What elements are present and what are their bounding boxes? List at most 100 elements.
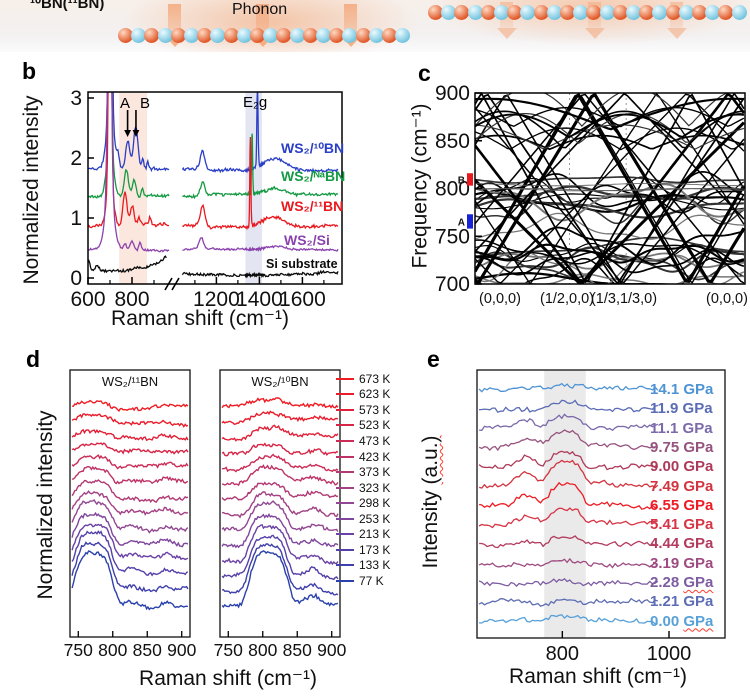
legend-label: 423 K [359,449,391,464]
legend-item: 373 K [336,464,390,480]
legend-item: 298 K [336,495,390,511]
legend-line-icon [336,471,354,474]
legend-item: 423 K [336,449,390,465]
temperature-spectrum [221,500,339,532]
boron-atom [665,5,681,20]
series-label: WS₂/Si [284,232,330,248]
pressure-unit: GPa [683,535,714,553]
phonon-arrow-icon [584,28,605,39]
mode-marker-label: A [458,217,465,228]
axis-break-icon [164,277,173,291]
x-tick: 900 [317,640,346,660]
boron-atom [276,28,292,43]
nitrogen-atom [573,5,589,20]
isotope-material-label: ¹⁰BN(¹¹BN) [30,0,105,12]
axis-break-icon [171,277,180,291]
pressure-spectrum [478,557,659,569]
legend-label: 77 K [359,573,384,588]
pressure-label: 1.21 GPa [650,593,713,610]
legend-label: 523 K [359,418,391,433]
x-tick: 800 [114,288,149,311]
phonon-bands [475,93,745,284]
subplot-title: WS₂/¹⁰BN [251,374,308,389]
legend-line-icon [336,517,354,520]
nitrogen-atom [467,5,483,20]
nitrogen-atom [441,5,457,20]
panel-d-xlabel: Raman shift (cm⁻¹) [139,667,317,690]
pressure-unit: GPa [683,574,714,591]
phonon-band [475,273,744,284]
pressure-unit: GPa [683,458,714,476]
boron-atom [250,28,265,43]
y-tick: 2 [70,147,82,170]
pressure-label: 5.41 GPa [650,516,713,533]
boron-atom [144,28,160,43]
plot-frame [69,369,191,638]
temperature-spectrum [221,513,339,549]
temperature-spectrum [221,464,339,487]
nitrogen-atom [368,28,384,43]
legend-line-icon [336,393,354,396]
pressure-spectrum [478,507,658,529]
boron-atom [639,5,655,20]
legend-line-icon [336,533,354,536]
peak-b-annotation: B [140,95,151,112]
temperature-spectrum [221,523,339,566]
legend-label: 623 K [359,387,391,402]
pressure-value: 3.19 [650,554,684,572]
x-tick: 800 [248,640,277,660]
schematic-strip: ¹⁰BN(¹¹BN) Phonon [0,0,750,52]
legend-item: 623 K [336,387,390,403]
x-axis-kpoint-label: (0,0,0) [706,291,748,307]
spectrum-left [88,92,170,253]
pressure-spectrum [479,399,659,413]
temperature-spectrum [71,428,189,442]
legend-label: 133 K [359,558,391,573]
plot-frame [219,369,341,638]
phonon-band [475,93,745,284]
phonon-band [475,93,745,284]
spectrum-left [88,92,170,173]
pressure-spectrum [478,450,659,471]
legend-line-icon [336,377,354,380]
temperature-spectrum [71,511,189,548]
y-tick: 700 [435,273,470,296]
phonon-band [475,93,745,284]
nitrogen-atom [652,5,668,20]
nitrogen-atom [599,5,615,20]
boron-atom [480,5,496,20]
pressure-label: 7.49 GPa [650,478,713,495]
boron-atom [118,28,133,43]
pressure-label: 2.28 GPa [650,574,713,591]
legend-line-icon [336,455,354,458]
pressure-spectrum [478,577,659,588]
y-tick: 900 [435,82,470,105]
nitrogen-atom [705,5,721,20]
phonon-arrow-icon [666,28,687,39]
panel-e-ylabel: Intensity (a.u.) [419,435,443,568]
x-tick: 600 [70,288,105,311]
pressure-value: 11.9 [650,400,683,418]
boron-atom [329,28,345,43]
mode-marker-label: B [458,175,465,186]
legend-item: 473 K [336,433,390,449]
phonon-arrow-icon [496,28,517,39]
temperature-spectrum [221,534,339,581]
pressure-value: 2.28 [650,574,684,591]
temperature-spectrum [221,424,339,442]
nitrogen-atom [395,28,411,43]
pressure-label: 14.1 GPa [650,381,713,398]
temperature-spectrum [221,550,339,609]
x-tick: 850 [133,640,162,660]
spectrum-left [88,92,170,199]
x-tick: 750 [64,640,93,660]
legend-label: 323 K [359,480,391,495]
pressure-label: 9.75 GPa [650,439,713,456]
nitrogen-atom [731,5,747,20]
nitrogen-atom [157,28,173,43]
plot-frame [476,369,726,639]
spectrum-left [88,255,167,274]
pressure-label: 11.1 GPa [650,420,713,437]
